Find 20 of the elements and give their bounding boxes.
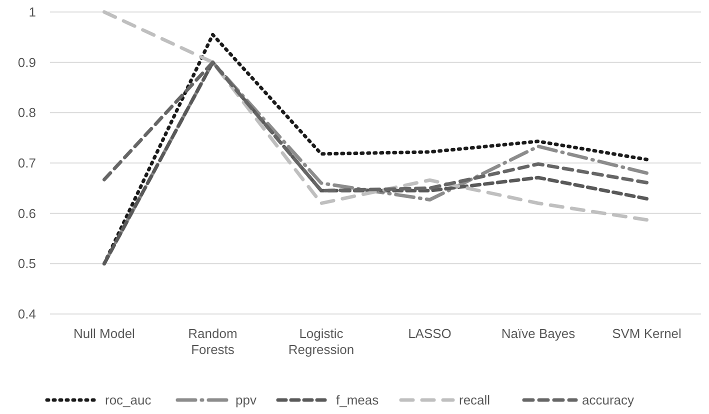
y-tick-label: 0.7 [18, 156, 36, 171]
y-tick-label: 0.9 [18, 54, 36, 70]
x-tick-label: Naïve Bayes [501, 326, 576, 341]
legend-label: f_meas [336, 392, 380, 408]
y-tick-label: 1 [28, 4, 36, 20]
legend-label: recall [459, 392, 490, 408]
x-tick-label: Logistic Regression [288, 326, 354, 357]
line-series [102, 10, 648, 222]
y-tick-label: 0.6 [18, 206, 36, 221]
y-tick-label: 0.8 [18, 105, 36, 120]
y-tick-label: 0.4 [18, 306, 36, 322]
x-tick-label: LASSO [408, 326, 452, 341]
legend-label: roc_auc [105, 392, 152, 408]
x-tick-label: Null Model [74, 326, 136, 341]
legend-label: ppv [236, 392, 257, 408]
line-series [102, 60, 648, 192]
x-tick-label: SVM Kernel [612, 326, 682, 341]
y-tick-label: 0.5 [18, 256, 36, 272]
x-tick-label: Random Forests [188, 326, 238, 357]
legend-label: accuracy [582, 392, 635, 408]
